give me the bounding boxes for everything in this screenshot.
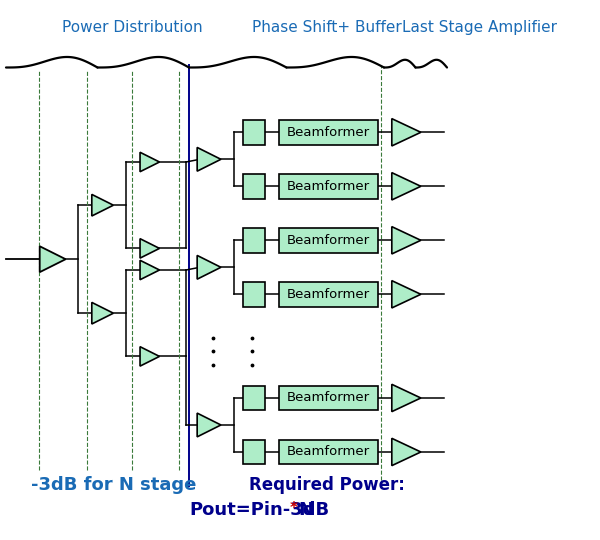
Text: Beamformer: Beamformer: [287, 234, 370, 247]
Text: *: *: [290, 501, 298, 516]
Text: Beamformer: Beamformer: [287, 446, 370, 458]
FancyBboxPatch shape: [279, 228, 378, 253]
Polygon shape: [197, 255, 221, 279]
Text: Last Stage Amplifier: Last Stage Amplifier: [403, 20, 557, 35]
Polygon shape: [392, 384, 421, 411]
FancyBboxPatch shape: [279, 174, 378, 199]
Polygon shape: [92, 194, 113, 216]
Polygon shape: [392, 227, 421, 254]
Text: Pout=Pin-3dB: Pout=Pin-3dB: [189, 502, 329, 519]
FancyBboxPatch shape: [279, 440, 378, 464]
Polygon shape: [392, 119, 421, 146]
Polygon shape: [392, 173, 421, 200]
Polygon shape: [140, 152, 160, 172]
Text: -3dB for N stage: -3dB for N stage: [31, 476, 197, 494]
Text: Power Distribution: Power Distribution: [62, 20, 202, 35]
Polygon shape: [140, 239, 160, 258]
Polygon shape: [197, 413, 221, 437]
Text: Beamformer: Beamformer: [287, 392, 370, 404]
FancyBboxPatch shape: [279, 120, 378, 145]
Polygon shape: [140, 347, 160, 366]
Polygon shape: [197, 147, 221, 171]
Text: N: N: [299, 502, 314, 519]
FancyBboxPatch shape: [243, 386, 265, 410]
Text: Beamformer: Beamformer: [287, 288, 370, 301]
Polygon shape: [40, 246, 65, 272]
Text: Phase Shift+ Buffer: Phase Shift+ Buffer: [252, 20, 402, 35]
FancyBboxPatch shape: [243, 228, 265, 253]
Polygon shape: [92, 302, 113, 324]
Text: Required Power:: Required Power:: [249, 476, 405, 494]
Text: Beamformer: Beamformer: [287, 126, 370, 139]
FancyBboxPatch shape: [243, 120, 265, 145]
FancyBboxPatch shape: [279, 386, 378, 410]
Text: Beamformer: Beamformer: [287, 180, 370, 193]
FancyBboxPatch shape: [279, 282, 378, 307]
Polygon shape: [140, 260, 160, 280]
Polygon shape: [392, 281, 421, 308]
FancyBboxPatch shape: [243, 174, 265, 199]
FancyBboxPatch shape: [243, 282, 265, 307]
FancyBboxPatch shape: [243, 440, 265, 464]
Polygon shape: [392, 438, 421, 465]
